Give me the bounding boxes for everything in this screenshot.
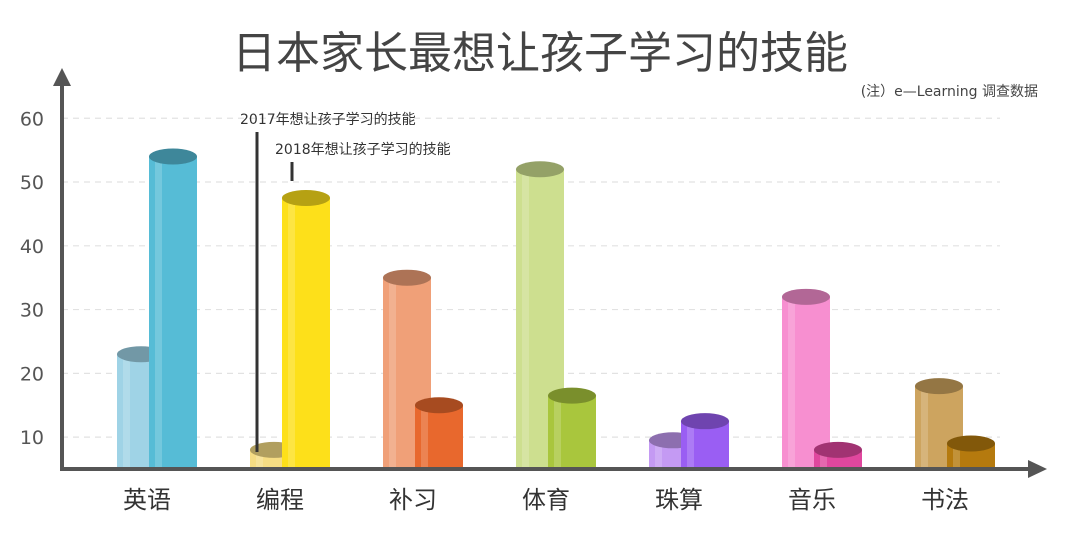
bar-highlight bbox=[788, 296, 795, 469]
bar-highlight bbox=[953, 443, 960, 469]
bar-highlight bbox=[522, 169, 529, 469]
bar-highlight bbox=[389, 277, 396, 469]
bar-top bbox=[415, 397, 463, 414]
y-tick-label: 10 bbox=[20, 427, 44, 449]
y-tick-label: 30 bbox=[20, 300, 44, 322]
bar-highlight bbox=[288, 197, 295, 469]
chart-title: 日本家长最想让孩子学习的技能 bbox=[232, 28, 848, 79]
bar-highlight bbox=[155, 156, 162, 469]
y-tick-label: 60 bbox=[20, 108, 44, 130]
bar-highlight bbox=[655, 440, 662, 469]
bar-highlight bbox=[123, 354, 130, 469]
category-labels: 英语 编程 补习 体育 珠算 音乐 书法 bbox=[123, 486, 969, 514]
y-tick-label: 20 bbox=[20, 363, 44, 385]
y-tick-label: 40 bbox=[20, 236, 44, 258]
category-label: 书法 bbox=[921, 486, 969, 514]
bar-highlight bbox=[554, 395, 561, 469]
bar-2017 bbox=[782, 288, 830, 469]
bar-highlight bbox=[256, 449, 263, 469]
category-label: 珠算 bbox=[655, 486, 703, 514]
bar-2018 bbox=[947, 435, 995, 469]
bar-highlight bbox=[921, 386, 928, 469]
series-label-2017: 2017年想让孩子学习的技能 bbox=[240, 112, 416, 128]
bar-highlight bbox=[421, 405, 428, 469]
category-label: 体育 bbox=[522, 486, 570, 514]
bar-top bbox=[782, 288, 830, 305]
bar-2018 bbox=[282, 189, 330, 469]
bar-body bbox=[415, 405, 463, 469]
bar-2018 bbox=[149, 148, 197, 469]
bar-top bbox=[282, 189, 330, 206]
y-tick-label: 50 bbox=[20, 172, 44, 194]
bar-2018 bbox=[814, 441, 862, 469]
category-label: 音乐 bbox=[788, 486, 836, 514]
bar-top bbox=[915, 378, 963, 395]
bar-top bbox=[516, 161, 564, 178]
source-note: (注）e—Learning 调查数据 bbox=[861, 84, 1038, 100]
bar-2018 bbox=[681, 413, 729, 469]
bar-body bbox=[782, 296, 830, 469]
bar-body bbox=[149, 156, 197, 469]
bar-top bbox=[548, 387, 596, 404]
bar-top bbox=[814, 441, 862, 458]
bar-2018 bbox=[548, 387, 596, 469]
bar-top bbox=[947, 435, 995, 452]
series-annotations: 2017年想让孩子学习的技能 2018年想让孩子学习的技能 bbox=[240, 112, 451, 452]
y-axis-arrow bbox=[53, 68, 71, 86]
bar-body bbox=[282, 197, 330, 469]
series-label-2018: 2018年想让孩子学习的技能 bbox=[275, 142, 451, 158]
x-axis-arrow bbox=[1028, 460, 1047, 478]
bar-2018 bbox=[415, 397, 463, 469]
y-tick-labels: 10 20 30 40 50 60 bbox=[20, 108, 44, 449]
bars bbox=[117, 148, 995, 469]
bar-top bbox=[149, 148, 197, 165]
category-label: 补习 bbox=[389, 486, 437, 514]
bar-highlight bbox=[687, 421, 694, 469]
bar-top bbox=[681, 413, 729, 430]
category-label: 英语 bbox=[123, 486, 171, 514]
grid-lines bbox=[62, 117, 1000, 438]
category-label: 编程 bbox=[256, 486, 304, 514]
bar-top bbox=[383, 269, 431, 286]
axes bbox=[53, 68, 1047, 478]
bar-body bbox=[548, 395, 596, 469]
bar-highlight bbox=[820, 449, 827, 469]
